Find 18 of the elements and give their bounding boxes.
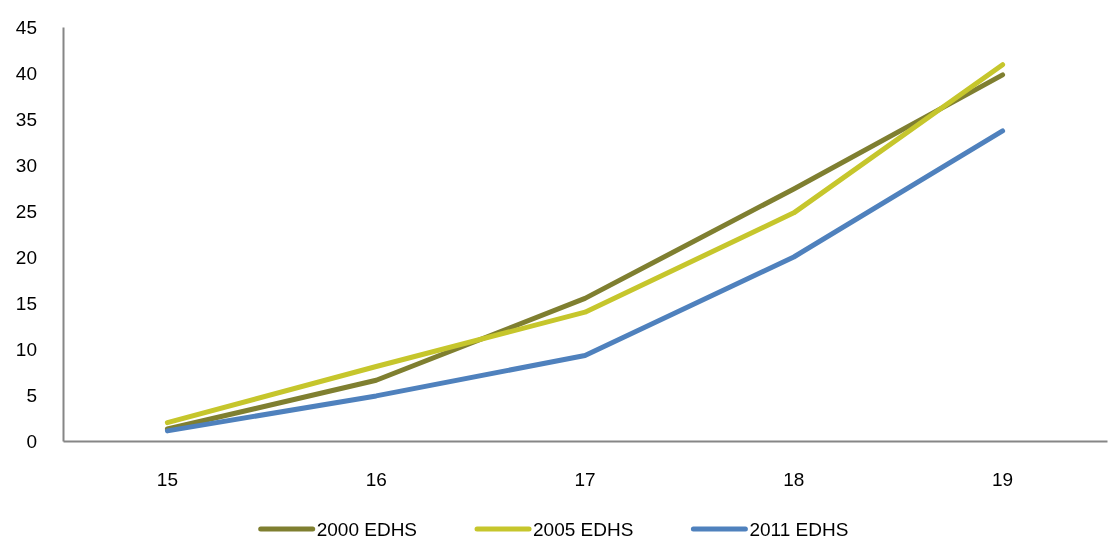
y-tick-label: 15 bbox=[15, 292, 37, 314]
x-tick-label: 15 bbox=[156, 469, 178, 491]
x-tick-label: 19 bbox=[992, 469, 1014, 491]
legend-label: 2005 EDHS bbox=[533, 518, 634, 540]
y-tick-label: 20 bbox=[15, 246, 37, 268]
legend-label: 2011 EDHS bbox=[749, 518, 849, 540]
y-tick-label: 0 bbox=[26, 430, 37, 452]
x-tick-label: 18 bbox=[783, 469, 805, 491]
y-tick-label: 25 bbox=[15, 200, 37, 222]
y-tick-label: 5 bbox=[26, 384, 37, 406]
x-tick-label: 16 bbox=[365, 469, 387, 491]
y-tick-label: 40 bbox=[15, 62, 37, 84]
y-tick-label: 35 bbox=[15, 108, 37, 130]
x-tick-label: 17 bbox=[574, 469, 596, 491]
y-tick-label: 30 bbox=[15, 154, 37, 176]
legend-label: 2000 EDHS bbox=[316, 518, 418, 540]
y-tick-label: 45 bbox=[15, 16, 37, 38]
y-tick-label: 10 bbox=[15, 338, 37, 360]
